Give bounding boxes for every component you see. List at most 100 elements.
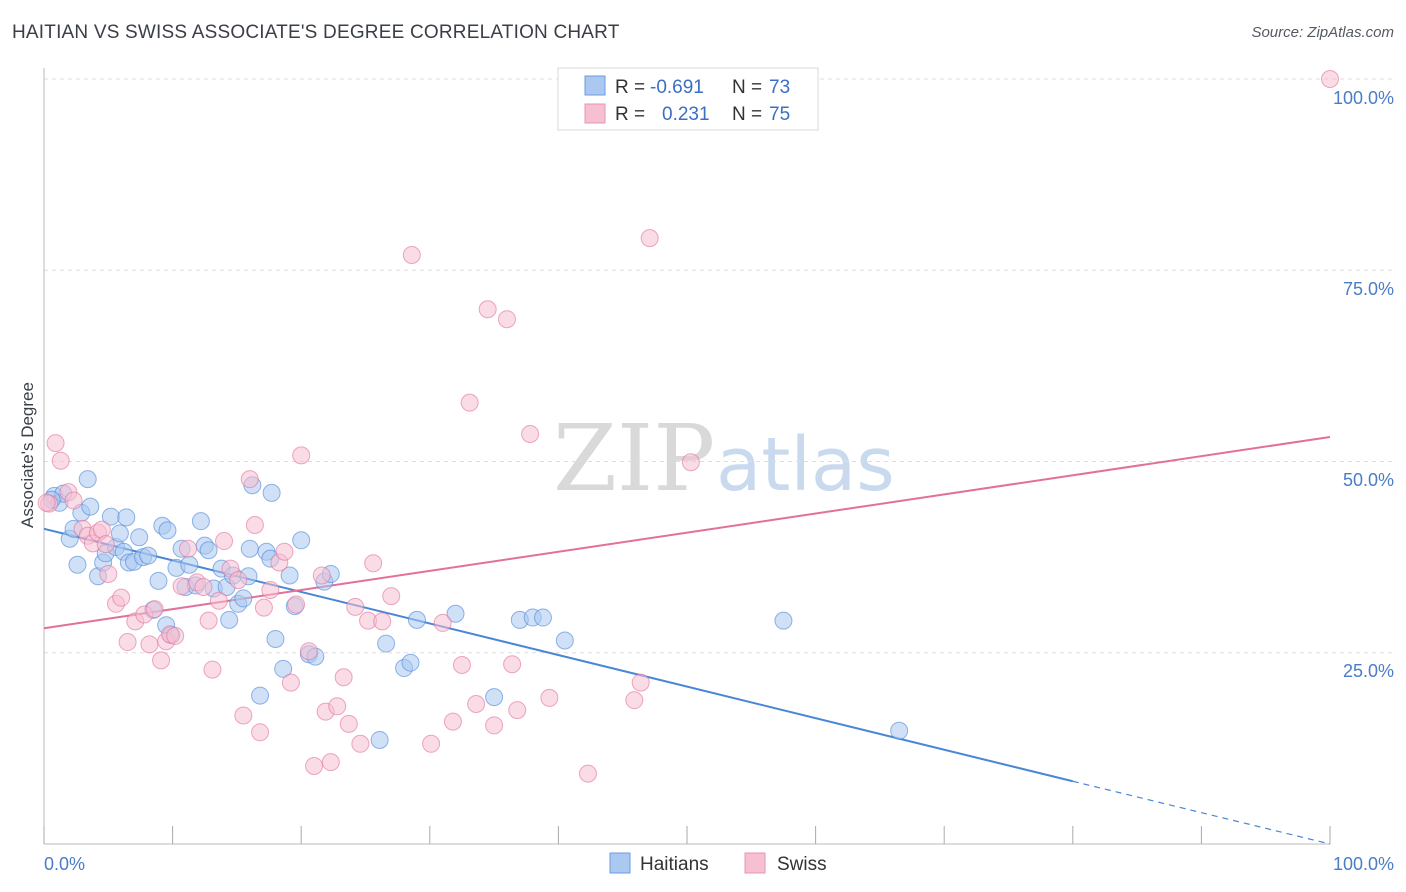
legend-n-label: N =	[732, 77, 762, 98]
legend-r-value: 0.231	[662, 104, 710, 125]
point-swiss	[140, 635, 159, 654]
point-haitian	[485, 688, 504, 707]
point-haitian	[68, 555, 87, 574]
legend-r-label: R =	[615, 104, 645, 125]
point-swiss	[625, 691, 644, 710]
point-swiss	[373, 612, 392, 631]
point-swiss	[46, 434, 65, 453]
point-swiss	[422, 734, 441, 753]
point-haitian	[377, 634, 396, 653]
point-haitian	[401, 653, 420, 672]
point-swiss	[508, 701, 527, 720]
axes	[43, 68, 1331, 845]
y-axis-label: Associate's Degree	[18, 382, 37, 528]
point-haitian	[234, 589, 253, 608]
x-tick-label: 100.0%	[1333, 854, 1394, 874]
point-swiss	[179, 539, 198, 558]
point-swiss	[145, 600, 164, 619]
point-haitian	[110, 524, 129, 543]
point-swiss	[234, 706, 253, 725]
point-swiss	[540, 688, 559, 707]
point-swiss	[503, 655, 522, 674]
point-swiss	[364, 554, 383, 573]
point-haitian	[240, 539, 259, 558]
point-swiss	[578, 764, 597, 783]
legend-swatch-swiss	[744, 852, 766, 874]
point-haitian	[266, 629, 285, 648]
point-haitian	[81, 497, 100, 516]
legend-swatch-swiss	[584, 103, 606, 124]
grid-lines	[44, 78, 1394, 654]
point-swiss	[96, 535, 115, 554]
legend-label-swiss: Swiss	[777, 854, 827, 875]
point-swiss	[485, 716, 504, 735]
point-haitian	[220, 610, 239, 629]
point-haitian	[130, 528, 149, 547]
point-swiss	[229, 571, 248, 590]
point-swiss	[339, 714, 358, 733]
point-swiss	[521, 424, 540, 443]
point-swiss	[64, 491, 83, 510]
point-swiss	[312, 566, 331, 585]
point-swiss	[51, 451, 70, 470]
point-haitian	[139, 546, 158, 565]
point-swiss	[251, 723, 270, 742]
point-swiss	[203, 660, 222, 679]
point-swiss	[433, 613, 452, 632]
point-haitian	[890, 721, 909, 740]
point-swiss	[497, 310, 516, 329]
legend-n-value: 73	[769, 77, 790, 98]
point-haitian	[280, 566, 299, 585]
legend-bottom: Haitians Swiss	[609, 852, 827, 875]
point-haitian	[251, 686, 270, 705]
chart-title: HAITIAN VS SWISS ASSOCIATE'S DEGREE CORR…	[12, 22, 620, 43]
point-haitian	[199, 541, 218, 560]
point-haitian	[117, 508, 136, 527]
legend-swatch-haitians	[584, 75, 606, 96]
point-haitian	[262, 483, 281, 502]
point-swiss	[199, 611, 218, 630]
point-swiss	[328, 697, 347, 716]
point-swiss	[402, 245, 421, 264]
x-tick-label: 0.0%	[44, 854, 85, 874]
point-haitian	[78, 470, 97, 489]
point-swiss	[99, 564, 118, 583]
source-label: Source: ZipAtlas.com	[1251, 24, 1394, 41]
point-swiss	[37, 493, 56, 512]
point-swiss	[275, 542, 294, 561]
point-swiss	[346, 597, 365, 616]
point-swiss	[245, 515, 264, 534]
point-swiss	[334, 668, 353, 687]
point-swiss	[194, 577, 213, 596]
point-swiss	[443, 712, 462, 731]
point-swiss	[261, 581, 280, 600]
point-swiss	[172, 577, 191, 596]
point-swiss	[478, 300, 497, 319]
point-haitian	[407, 610, 426, 629]
trend-line-haitians	[43, 527, 1074, 783]
y-tick-label: 75.0%	[1343, 279, 1394, 299]
point-swiss	[351, 734, 370, 753]
point-swiss	[254, 598, 273, 617]
point-haitian	[370, 730, 389, 749]
data-points	[37, 70, 1339, 783]
point-haitian	[158, 521, 177, 540]
point-swiss	[287, 595, 306, 614]
point-swiss	[152, 651, 171, 670]
point-swiss	[292, 446, 311, 465]
point-swiss	[281, 673, 300, 692]
point-haitian	[555, 631, 574, 650]
point-swiss	[681, 453, 700, 472]
point-haitian	[774, 611, 793, 630]
point-haitian	[191, 512, 210, 531]
point-swiss	[631, 673, 650, 692]
point-haitian	[292, 531, 311, 550]
trend-line-haitians-extrapolated	[1072, 780, 1331, 845]
point-swiss	[299, 642, 318, 661]
point-swiss	[640, 229, 659, 248]
point-swiss	[467, 695, 486, 714]
legend-n-label: N =	[732, 104, 762, 125]
watermark-atlas: atlas	[716, 422, 895, 508]
legend-swatch-haitians	[609, 852, 631, 874]
